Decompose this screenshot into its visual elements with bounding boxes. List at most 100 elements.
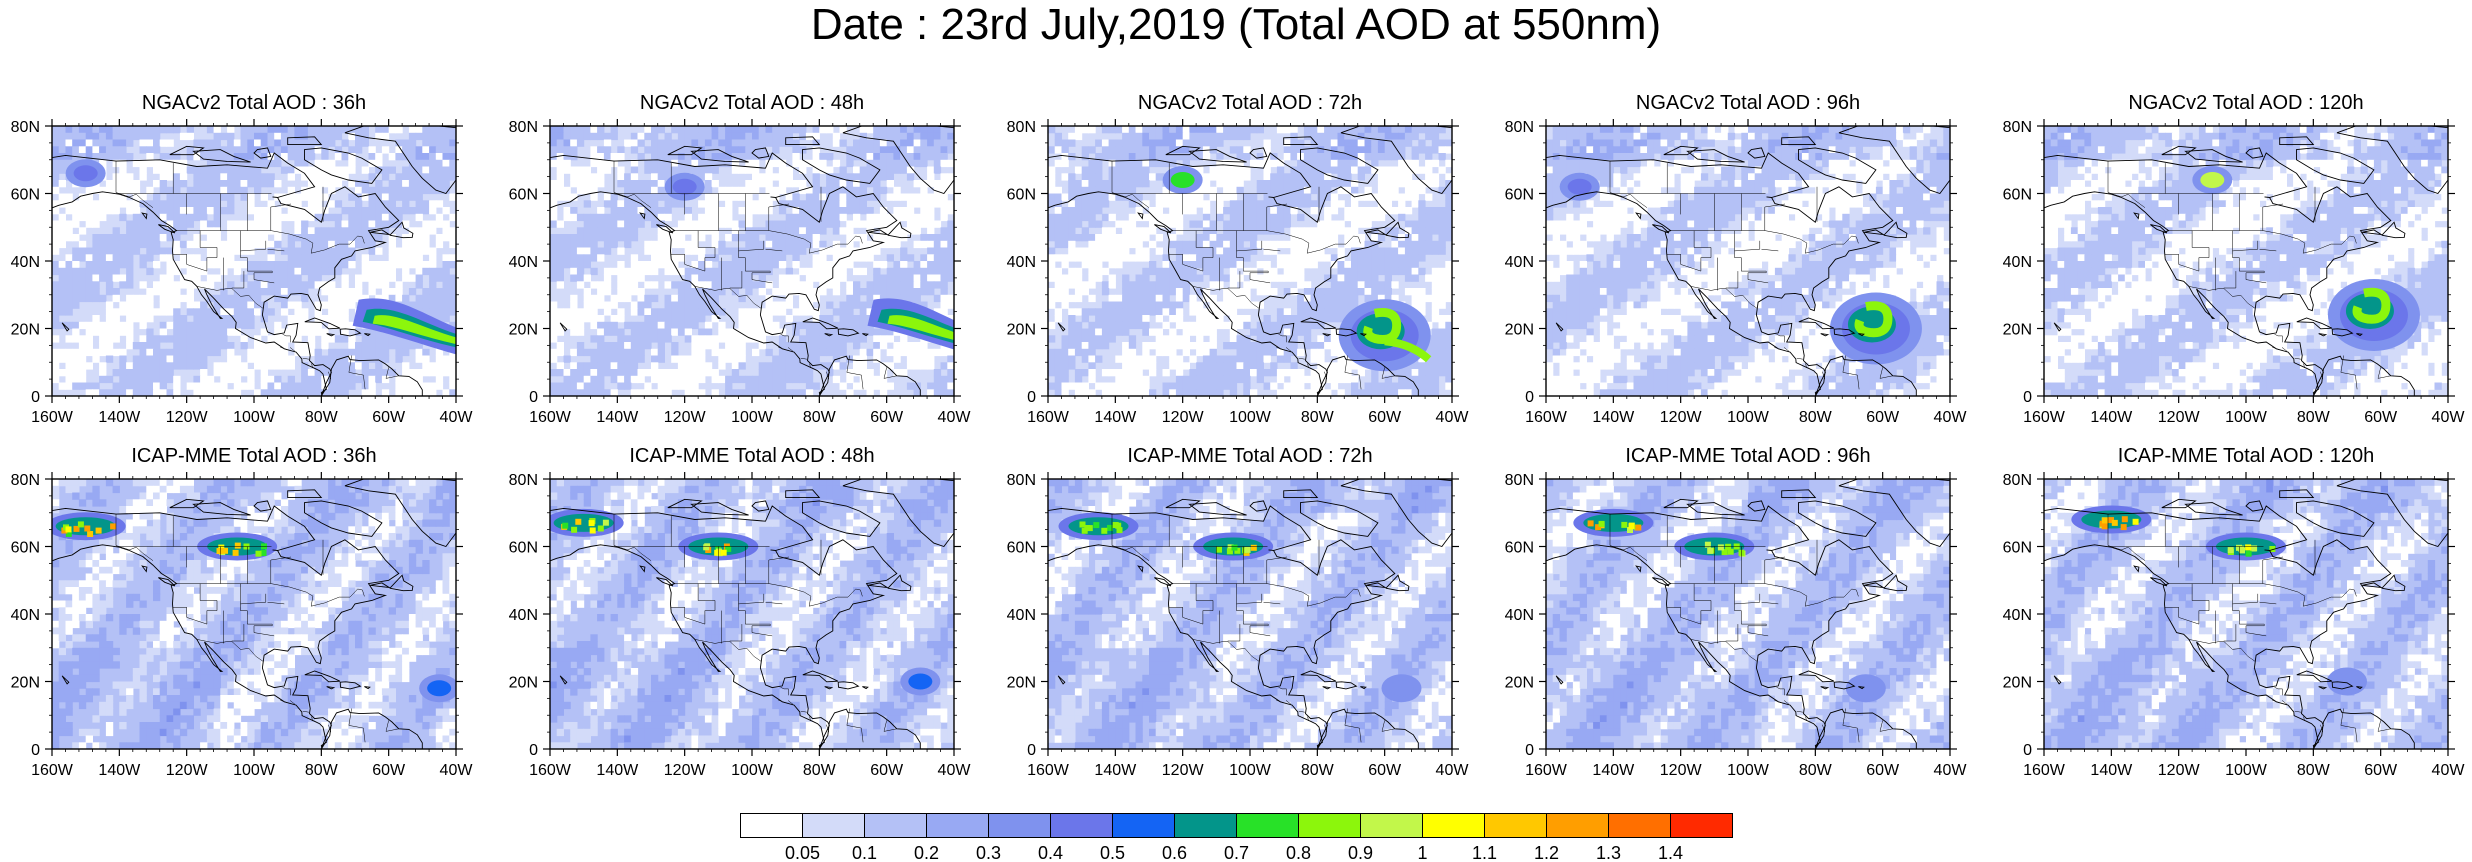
aod-field [2044, 479, 2448, 749]
lon-tick-label: 80W [1799, 762, 1833, 779]
lat-tick-label: 40N [509, 254, 538, 271]
lat-tick-label: 60N [2003, 540, 2032, 557]
lat-tick-label: 40N [1007, 607, 1036, 624]
lon-tick-label: 120W [166, 409, 209, 426]
lat-tick-label: 0 [2023, 742, 2032, 759]
colorbar-swatch [1112, 813, 1175, 838]
aod-plume [52, 512, 126, 541]
lon-tick-label: 120W [1660, 762, 1703, 779]
colorbar-label: 0.05 [785, 843, 820, 859]
colorbar-swatch [1484, 813, 1547, 838]
colorbar-swatch [1422, 813, 1485, 838]
lon-tick-label: 100W [1727, 762, 1770, 779]
lat-tick-label: 60N [11, 187, 40, 204]
lat-tick-label: 80N [2003, 119, 2032, 136]
lat-tick-label: 20N [11, 322, 40, 339]
lat-tick-label: 0 [2023, 389, 2032, 406]
lon-tick-label: 160W [1027, 762, 1070, 779]
aod-map: 160W 140W 120W 100W 80W 60W 40W 0 20N 40N 60N 80N [11, 472, 473, 779]
lon-tick-label: 100W [233, 762, 276, 779]
lat-tick-label: 20N [1505, 675, 1534, 692]
lat-tick-label: 80N [2003, 472, 2032, 489]
colorbar-swatch [740, 813, 803, 838]
lon-tick-label: 100W [1727, 409, 1770, 426]
lon-tick-label: 80W [2297, 409, 2331, 426]
lon-tick-label: 40W [938, 762, 972, 779]
colorbar-swatch [1236, 813, 1299, 838]
lon-tick-label: 120W [1660, 409, 1703, 426]
lon-tick-label: 60W [870, 409, 904, 426]
aod-map: 160W 140W 120W 100W 80W 60W 40W 0 20N 40N 60N 80N [1505, 472, 1967, 779]
lat-tick-label: 20N [1007, 675, 1036, 692]
lat-tick-label: 40N [11, 254, 40, 271]
lat-tick-label: 60N [11, 540, 40, 557]
lat-tick-label: 20N [509, 322, 538, 339]
map-panel: NGACv2 Total AOD : 72h 160W 140W 120W 100W 80… [1000, 92, 1470, 426]
lon-tick-label: 120W [1162, 762, 1205, 779]
aod-plume [900, 667, 941, 696]
lat-tick-label: 60N [2003, 187, 2032, 204]
aod-map: 160W 140W 120W 100W 80W 60W 40W 0 20N 40N 60N 80N [11, 119, 473, 426]
aod-field [550, 479, 954, 749]
lon-tick-label: 120W [664, 409, 707, 426]
panel-title: ICAP-MME Total AOD : 36h [131, 445, 377, 467]
lon-tick-label: 100W [1229, 762, 1272, 779]
lat-tick-label: 0 [31, 389, 40, 406]
lon-tick-label: 160W [1525, 762, 1568, 779]
political-borders [613, 161, 897, 390]
lat-tick-label: 0 [1027, 389, 1036, 406]
aod-plume [1338, 299, 1432, 372]
lon-tick-label: 120W [166, 762, 209, 779]
lat-tick-label: 0 [1525, 389, 1534, 406]
lon-tick-label: 60W [372, 409, 406, 426]
political-borders [115, 161, 399, 390]
lat-tick-label: 60N [509, 540, 538, 557]
lon-tick-label: 80W [803, 762, 837, 779]
lon-tick-label: 120W [664, 762, 707, 779]
lat-tick-label: 0 [1525, 742, 1534, 759]
aod-plume [2327, 279, 2420, 351]
lat-tick-label: 40N [2003, 607, 2032, 624]
lon-tick-label: 40W [440, 762, 474, 779]
panel-title: NGACv2 Total AOD : 36h [141, 92, 367, 114]
aod-plume [1573, 508, 1654, 537]
map-panel: ICAP-MME Total AOD : 96h 160W 140W 120W 100W… [1498, 445, 1968, 779]
lat-tick-label: 80N [1505, 119, 1534, 136]
lat-tick-label: 20N [1505, 322, 1534, 339]
aod-plume [1559, 172, 1600, 201]
coastlines [2044, 126, 2448, 396]
colorbar-swatch [988, 813, 1051, 838]
lon-tick-label: 140W [1592, 762, 1635, 779]
aod-field [1048, 479, 1452, 749]
aod-map: 160W 140W 120W 100W 80W 60W 40W 0 20N 40N 60N 80N [509, 119, 971, 426]
colorbar-swatch [1298, 813, 1361, 838]
lon-tick-label: 140W [596, 409, 639, 426]
political-borders [1609, 514, 1893, 743]
lat-tick-label: 60N [1007, 540, 1036, 557]
panel-title: NGACv2 Total AOD : 96h [1635, 92, 1861, 114]
lat-tick-label: 80N [509, 472, 538, 489]
lon-tick-label: 60W [870, 762, 904, 779]
lon-tick-label: 160W [2023, 762, 2066, 779]
political-borders [2107, 514, 2391, 743]
colorbar-label: 1.1 [1472, 843, 1497, 859]
panel-title: NGACv2 Total AOD : 72h [1137, 92, 1363, 114]
panel-title: ICAP-MME Total AOD : 96h [1625, 445, 1871, 467]
lon-tick-label: 160W [529, 409, 572, 426]
lon-tick-label: 160W [1525, 409, 1568, 426]
lon-tick-label: 140W [1592, 409, 1635, 426]
lon-tick-label: 140W [596, 762, 639, 779]
lon-tick-label: 100W [1229, 409, 1272, 426]
lat-tick-label: 80N [11, 119, 40, 136]
lon-tick-label: 100W [731, 409, 774, 426]
colorbar-swatch [1360, 813, 1423, 838]
colorbar-label: 1.3 [1596, 843, 1621, 859]
lon-tick-label: 40W [2432, 409, 2466, 426]
lat-tick-label: 0 [529, 742, 538, 759]
panel-title: NGACv2 Total AOD : 120h [2128, 92, 2364, 114]
map-panel: ICAP-MME Total AOD : 72h 160W 140W 120W 100W… [1000, 445, 1470, 779]
aod-plume [65, 159, 106, 188]
aod-field [1048, 126, 1452, 396]
colorbar-label: 0.2 [914, 843, 939, 859]
lon-tick-label: 40W [1934, 409, 1968, 426]
